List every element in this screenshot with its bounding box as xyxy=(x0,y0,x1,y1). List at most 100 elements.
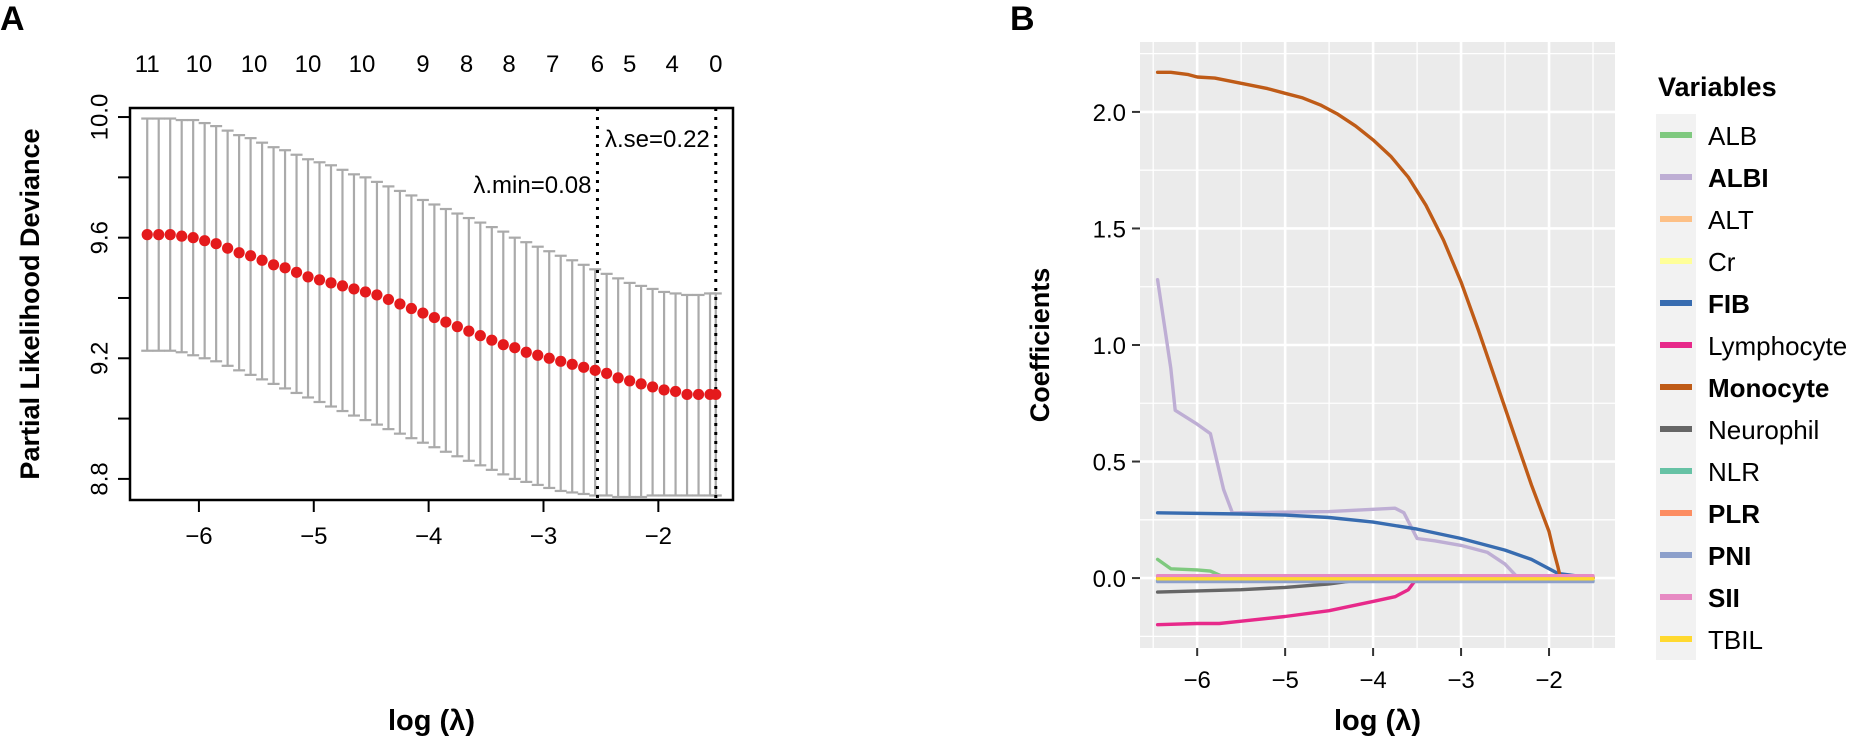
legend-label-nlr: NLR xyxy=(1708,457,1760,487)
panel-a-y-ticks: 8.8 9.2 9.6 10.0 xyxy=(87,94,130,496)
series-line-monocyte xyxy=(1155,70,1563,580)
panel-a-x-axis-label: log (λ) xyxy=(388,705,475,737)
x-tick-label: −4 xyxy=(1359,667,1386,694)
data-point xyxy=(428,311,440,324)
y-tick-label: 9.2 xyxy=(87,342,114,375)
y-tick-label: 10.0 xyxy=(87,94,114,141)
data-point xyxy=(417,307,429,319)
legend-label-sii: SII xyxy=(1708,583,1740,613)
series-line-albi xyxy=(1155,278,1595,580)
data-point xyxy=(164,229,176,241)
y-tick-label: 8.8 xyxy=(87,462,114,495)
panel-a-reference-lines: λ.min=0.08 λ.se=0.22 xyxy=(473,108,718,500)
data-point xyxy=(187,232,199,244)
data-point xyxy=(267,259,280,271)
data-point xyxy=(669,385,682,398)
legend-label-cr: Cr xyxy=(1708,247,1736,277)
data-point xyxy=(578,361,590,373)
data-point xyxy=(359,286,372,298)
data-point xyxy=(543,352,555,364)
panel-a: A λ.min=0.08 λ.se=0.22 −6 −5 −4 −3 −2 8.8 9.2 9… xyxy=(0,0,735,737)
legend-label-alb: ALB xyxy=(1708,121,1757,151)
top-count-label: 9 xyxy=(416,51,429,78)
y-tick-label: 9.6 xyxy=(87,221,114,254)
data-point xyxy=(624,375,636,387)
legend-label-fib: FIB xyxy=(1708,289,1750,319)
x-tick-label: −5 xyxy=(1271,667,1298,694)
series-line-lymphocyte xyxy=(1155,576,1595,627)
legend-label-alt: ALT xyxy=(1708,205,1754,235)
data-point xyxy=(509,342,521,354)
data-point xyxy=(153,229,165,241)
y-tick-label: 1.5 xyxy=(1093,216,1126,243)
panel-b-y-ticks: 0.0 0.5 1.0 1.5 2.0 xyxy=(1093,100,1140,593)
panel-b: B −6 −5 −4 −3 −2 0.0 0.5 1.0 1.5 2.0 log (λ) Coe… xyxy=(1010,0,1847,737)
data-point xyxy=(222,242,234,254)
y-tick-label: 1.0 xyxy=(1093,333,1126,360)
data-point xyxy=(555,355,567,367)
data-point xyxy=(463,325,475,337)
top-count-label: 0 xyxy=(709,51,722,78)
panel-b-label: B xyxy=(1010,0,1035,38)
data-point xyxy=(141,229,153,241)
legend-label-albi: ALBI xyxy=(1708,163,1769,193)
x-tick-label: −3 xyxy=(1447,667,1474,694)
top-count-label: 10 xyxy=(186,51,213,78)
data-point xyxy=(279,262,291,274)
top-count-label: 6 xyxy=(591,51,604,78)
panel-b-y-axis-label: Coefficients xyxy=(1025,268,1055,423)
data-point xyxy=(601,367,613,379)
data-point xyxy=(497,339,509,351)
legend-label-monocyte: Monocyte xyxy=(1708,373,1829,403)
panel-a-top-counts: 11 10 10 10 10 9 8 8 7 6 5 4 0 xyxy=(135,51,723,78)
legend-title: Variables xyxy=(1658,72,1777,102)
data-point xyxy=(302,271,314,283)
data-point xyxy=(474,330,486,342)
data-point xyxy=(612,372,624,384)
series-line-fib xyxy=(1155,511,1595,580)
data-point xyxy=(405,302,417,315)
x-tick-label: −2 xyxy=(645,523,672,550)
y-tick-label: 0.5 xyxy=(1093,450,1126,477)
data-point xyxy=(486,334,498,346)
data-point xyxy=(336,280,349,292)
legend: ALB ALBI ALT Cr FIB Lymphocyte Monocyte Neuroph… xyxy=(1656,114,1847,660)
top-count-label: 7 xyxy=(546,51,559,78)
data-point xyxy=(233,247,245,259)
data-point xyxy=(589,364,601,376)
data-point xyxy=(451,321,463,333)
data-point xyxy=(245,250,257,262)
data-point xyxy=(256,254,268,266)
data-point xyxy=(520,346,532,358)
panel-b-x-axis-label: log (λ) xyxy=(1334,705,1421,737)
x-tick-label: −2 xyxy=(1535,667,1562,694)
top-count-label: 10 xyxy=(349,51,376,78)
top-count-label: 11 xyxy=(135,51,160,78)
data-point xyxy=(440,316,452,328)
panel-a-plot-frame xyxy=(128,106,735,502)
x-tick-label: −4 xyxy=(415,523,442,550)
data-point xyxy=(394,298,406,310)
data-point xyxy=(325,277,337,289)
y-tick-label: 0.0 xyxy=(1093,566,1126,593)
panel-a-points xyxy=(141,229,722,401)
data-point xyxy=(199,235,211,247)
data-point xyxy=(647,381,659,393)
x-tick-label: −5 xyxy=(300,523,327,550)
legend-label-plr: PLR xyxy=(1708,499,1760,529)
x-tick-label: −6 xyxy=(185,523,212,550)
y-tick-label: 2.0 xyxy=(1093,100,1126,127)
top-count-label: 5 xyxy=(623,51,636,78)
data-point xyxy=(532,349,544,361)
legend-label-neurophil: Neurophil xyxy=(1708,415,1819,445)
panel-a-errorbars xyxy=(141,117,722,499)
data-point xyxy=(566,358,578,370)
data-point xyxy=(290,266,303,278)
panel-a-x-ticks: −6 −5 −4 −3 −2 xyxy=(185,500,672,550)
legend-label-pni: PNI xyxy=(1708,541,1751,571)
x-tick-label: −3 xyxy=(530,523,557,550)
data-point xyxy=(692,388,705,401)
panel-b-x-ticks: −6 −5 −4 −3 −2 xyxy=(1183,648,1563,694)
x-tick-label: −6 xyxy=(1183,667,1210,694)
